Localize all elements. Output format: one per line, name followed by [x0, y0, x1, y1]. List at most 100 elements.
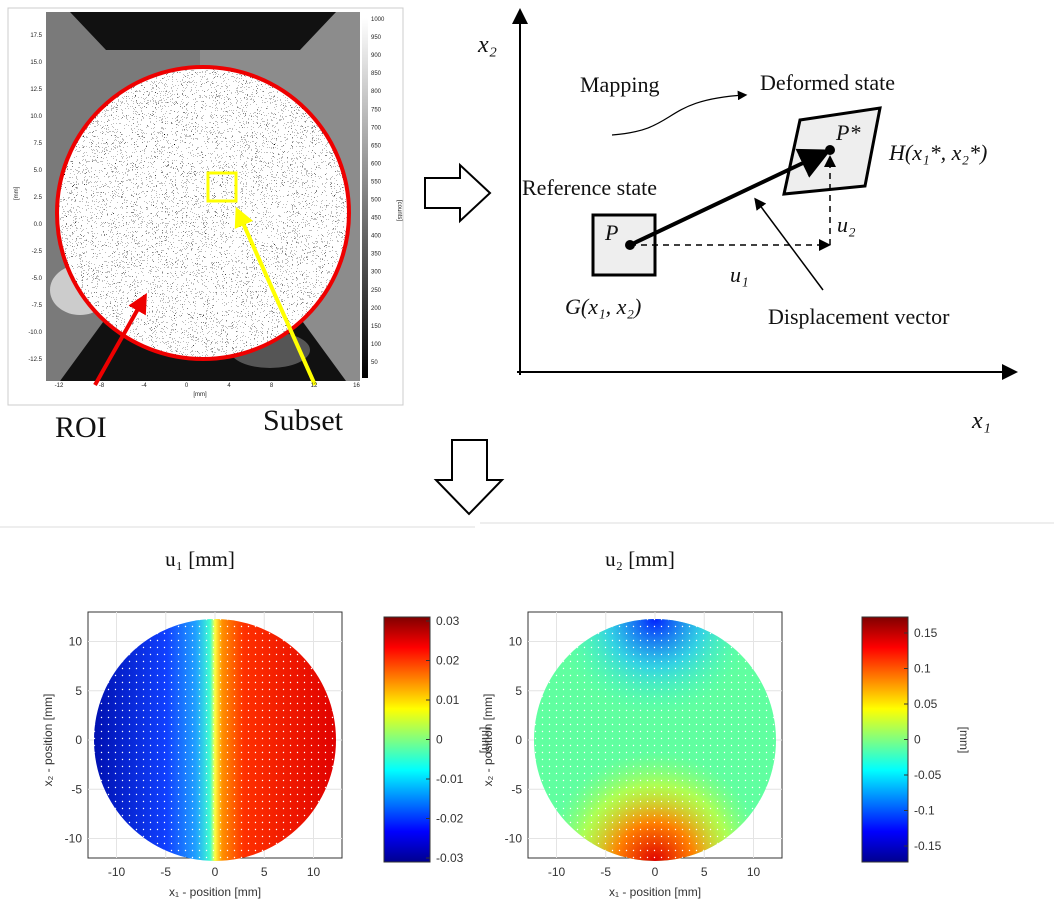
x-tick-label: 5 [261, 865, 268, 879]
figure: [mm] [mm] [counts] ROI Subset 17.5 15.0 12… [0, 0, 1054, 908]
x-axis-label: [mm] [193, 392, 207, 398]
mapping-diagram: x₂ x₁ Mapping Deformed state P* H(x₁*, x… [477, 12, 1014, 434]
y-axis-label: x₂ - position [mm] [41, 694, 55, 787]
colorbar-tick-label: 1000 [371, 17, 385, 23]
y-tick-label: -5.0 [32, 276, 43, 282]
colorbar-tick-label: 100 [371, 342, 382, 348]
colorbar-tick-label: -0.1 [914, 804, 935, 818]
dic-image: [mm] [mm] [counts] ROI Subset 17.5 15.0 12… [8, 8, 403, 444]
plot-title: u₁ [mm] [165, 547, 235, 571]
u2-label: u₂ [837, 212, 856, 237]
x-tick-label: 0 [212, 865, 219, 879]
x2-axis: x₂ [477, 32, 497, 58]
colorbar-tick-label: 900 [371, 53, 382, 59]
reference-point: P [604, 220, 618, 245]
x-tick-label: 5 [701, 865, 708, 879]
y-tick-label: -7.5 [32, 303, 43, 309]
y-tick-label: -10 [65, 832, 83, 846]
y-tick-label: -5 [71, 782, 82, 796]
colorbar-label: [mm] [957, 727, 971, 754]
x-tick-label: -5 [600, 865, 611, 879]
colorbar-tick-label: 800 [371, 89, 382, 95]
x-axis-label: x₁ - position [mm] [609, 885, 701, 899]
reference-state: Reference state [522, 175, 657, 200]
colorbar-tick-label: 750 [371, 107, 382, 113]
colorbar-tick-label: 0.05 [914, 697, 938, 711]
y-tick-label: -10.0 [28, 330, 42, 336]
x-tick-label: -4 [141, 383, 147, 389]
y-tick-label: -10 [505, 832, 523, 846]
colorbar-tick-label: 850 [371, 71, 382, 77]
x-tick-label: -10 [108, 865, 126, 879]
reference-coords: G(x₁, x₂) [565, 294, 641, 319]
colorbar-label: [counts] [396, 200, 402, 221]
x-tick-label: 16 [353, 383, 360, 389]
colorbar-tick-label: 650 [371, 143, 382, 149]
colorbar-tick-label: 150 [371, 324, 382, 330]
colorbar-tick-label: 950 [371, 35, 382, 41]
deformed-coords: H(x₁*, x₂*) [888, 140, 987, 165]
x-tick-label: -12 [55, 383, 64, 389]
colorbar-tick-label: 350 [371, 252, 382, 258]
colorbar-tick-label: 450 [371, 216, 382, 222]
y-axis-label: x₂ - position [mm] [481, 694, 495, 787]
x-tick-label: -8 [99, 383, 105, 389]
subset-label: Subset [263, 404, 344, 437]
colorbar-tick-label: 50 [371, 360, 378, 366]
y-tick-label: -12.5 [28, 357, 42, 363]
colorbar-tick-label: 0.03 [436, 614, 460, 628]
colorbar-tick-label: 700 [371, 125, 382, 131]
y-tick-label: 10.0 [30, 114, 42, 120]
colorbar [384, 617, 430, 862]
y-tick-label: 0.0 [34, 222, 43, 228]
y-tick-label: -2.5 [32, 249, 43, 255]
u2-plot: -10-505101050-5-10u₂ [mm]x₁ - position [… [481, 547, 971, 899]
colorbar-tick-label: 500 [371, 198, 382, 204]
colorbar-tick-label: 0 [914, 733, 921, 747]
x-tick-label: -5 [160, 865, 171, 879]
y-tick-label: 10 [509, 635, 523, 649]
down-arrow [436, 440, 502, 514]
colorbar-tick-label: 400 [371, 234, 382, 240]
mapping-label: Mapping [580, 72, 659, 97]
y-tick-label: 2.5 [34, 195, 43, 201]
colorbar-tick-label: 600 [371, 161, 382, 167]
colorbar-tick-label: -0.02 [436, 812, 464, 826]
colorbar-tick-label: -0.15 [914, 839, 942, 853]
colorbar-tick-label: 0.02 [436, 654, 460, 668]
colorbar-tick-label: 0 [436, 733, 443, 747]
y-tick-label: 17.5 [30, 33, 42, 39]
colorbar-tick-label: -0.03 [436, 851, 464, 865]
x-tick-label: 12 [311, 383, 318, 389]
colorbar-tick-label: 550 [371, 179, 382, 185]
y-tick-label: 15.0 [30, 60, 42, 66]
y-tick-label: -5 [511, 782, 522, 796]
y-tick-label: 0 [75, 733, 82, 747]
colorbar-tick-label: 0.15 [914, 626, 938, 640]
colorbar-tick-label: 300 [371, 270, 382, 276]
y-axis-label: [mm] [14, 186, 20, 200]
colorbar-tick-label: 0.01 [436, 693, 460, 707]
y-tick-label: 10 [69, 635, 83, 649]
colorbar-tick-label: -0.01 [436, 772, 464, 786]
y-tick-label: 0 [515, 733, 522, 747]
y-tick-label: 7.5 [34, 141, 43, 147]
colorbar [862, 617, 908, 862]
x-tick-label: 10 [307, 865, 321, 879]
y-tick-label: 12.5 [30, 87, 42, 93]
displacement-vector: Displacement vector [768, 304, 950, 329]
x-axis-label: x₁ - position [mm] [169, 885, 261, 899]
y-tick-label: 5.0 [34, 168, 43, 174]
x-tick-label: 10 [747, 865, 761, 879]
x-tick-label: 0 [652, 865, 659, 879]
x-tick-label: -10 [548, 865, 566, 879]
y-tick-label: 5 [515, 684, 522, 698]
deformed-state: Deformed state [760, 70, 895, 95]
colorbar-tick-label: 200 [371, 306, 382, 312]
deformed-point: P* [835, 120, 860, 145]
x1-axis: x₁ [971, 408, 991, 434]
roi-label: ROI [55, 411, 107, 444]
u1-label: u₁ [730, 262, 749, 287]
colorbar-tick-label: 250 [371, 288, 382, 294]
